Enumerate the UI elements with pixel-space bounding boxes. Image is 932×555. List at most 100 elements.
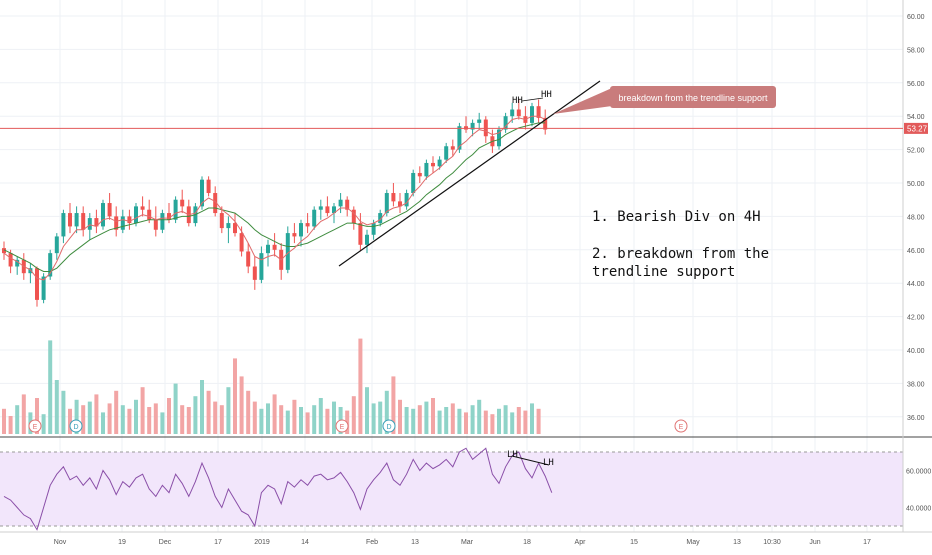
volume-bar [15,405,20,434]
time-tick-label: Dec [159,539,172,546]
volume-bar [173,383,178,434]
lh-label-2: LH [543,458,554,468]
trendline [338,80,601,267]
price-tick-label: 58.00 [907,47,925,54]
event-marker-earnings-2[interactable]: E [335,419,349,433]
event-marker-earnings-1[interactable]: E [28,419,42,433]
volume-bar [503,405,508,434]
volume-bar [61,390,66,434]
volume-bar [299,407,303,434]
price-tick-label: 52.00 [907,148,925,155]
note-bearish-div: 1. Bearish Div on 4H [592,209,761,225]
candle [398,193,402,214]
volume-bar [411,408,416,434]
volume-bar [444,407,449,434]
volume-bar [259,408,264,434]
candle [272,233,277,257]
volume-bars [2,338,541,434]
candle [252,256,257,290]
volume-bar [68,408,72,434]
candle [81,206,86,237]
volume-bar [490,414,495,434]
volume-bar [193,396,198,434]
candle [477,112,482,130]
candle [516,99,521,120]
volume-bar [127,408,132,434]
candle [35,266,39,307]
time-tick-label: Apr [575,539,587,546]
volume-bar [219,405,224,434]
candle [8,249,13,274]
volume-bar [246,390,251,434]
price-tick-label: 38.00 [907,381,925,388]
volume-bar [233,358,237,434]
candle [61,209,66,244]
candle [2,241,6,260]
note-breakdown-line-1: 2. breakdown from the [592,246,769,262]
volume-bar [226,387,231,434]
rsi-path [3,447,553,531]
event-marker-earnings-3[interactable]: E [674,419,688,433]
candle [378,209,383,227]
volume-bar [180,405,185,434]
moving-averages [3,115,546,281]
volume-bar [35,398,39,434]
candle [233,213,237,237]
price-tick-label: 60.00 [907,14,925,21]
candle [15,256,20,275]
time-tick-label: 2019 [254,539,270,546]
volume-bar [8,416,13,434]
time-tick-label: 15 [630,539,638,546]
candlesticks [2,99,548,307]
note-breakdown-line-2: trendline support [592,264,735,280]
candle [173,196,178,224]
candle [411,169,416,197]
candle [543,109,548,135]
volume-bar [272,394,277,434]
candle [292,223,297,244]
volume-bar [279,405,284,434]
rsi-tick-label: 60.0000 [906,469,931,476]
volume-bar [450,403,455,434]
time-tick-label: 14 [301,539,309,546]
candle [74,206,79,234]
candle [351,206,356,230]
event-marker-dividend-1[interactable]: D [69,419,83,433]
last-price-label: 53.27 [907,124,928,133]
candle [54,233,59,260]
volume-bar [147,407,152,434]
volume-bar [523,410,528,434]
volume-bar [477,399,482,434]
volume-bar [81,405,86,434]
time-tick-label: 17 [214,539,222,546]
volume-bar [41,414,46,434]
volume-bar [457,408,462,434]
event-marker-dividend-2[interactable]: D [382,419,396,433]
volume-bar [120,405,125,434]
volume-bar [21,394,26,434]
candle [417,166,422,183]
volume-bar [351,396,356,434]
candle [160,209,165,234]
hh-label-1: HH [512,96,523,106]
candle [68,203,72,234]
time-tick-label: May [686,539,700,546]
volume-bar [378,401,383,434]
event-marker-label: E [679,424,684,431]
price-tick-label: 44.00 [907,281,925,288]
lh-label-1: LH [507,450,518,460]
candle [424,159,429,180]
volume-bar [140,387,145,434]
price-tick-label: 46.00 [907,248,925,255]
volume-bar [530,403,534,434]
candle [101,199,105,230]
volume-bar [516,407,521,434]
volume-bar [206,390,211,434]
rsi-divergence-line [511,455,550,466]
callout-box [610,86,776,108]
rsi-panel-background [0,452,903,526]
time-tick-label: Jun [809,539,820,546]
rsi-tick-label: 40.0000 [906,506,931,513]
price-axis: 60.00 58.00 56.00 54.00 52.00 50.00 48.00 46.00… [907,14,925,422]
